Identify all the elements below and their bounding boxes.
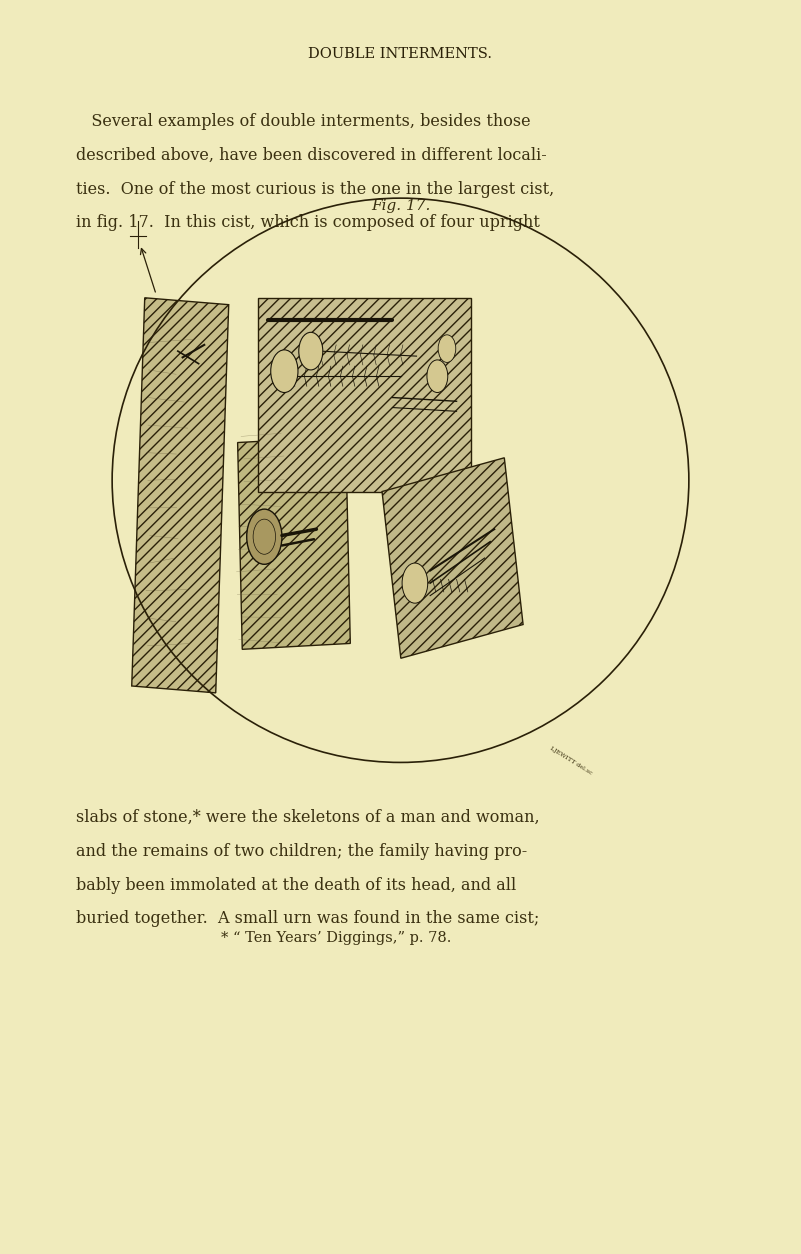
Text: slabs of stone,* were the skeletons of a man and woman,: slabs of stone,* were the skeletons of a…	[76, 809, 540, 826]
Circle shape	[271, 350, 298, 393]
Polygon shape	[238, 436, 350, 650]
Text: * “ Ten Years’ Diggings,” p. 78.: * “ Ten Years’ Diggings,” p. 78.	[221, 930, 452, 946]
Text: buried together.  A small urn was found in the same cist;: buried together. A small urn was found i…	[76, 910, 539, 928]
Text: Fig. 17.: Fig. 17.	[371, 198, 430, 213]
Circle shape	[438, 335, 456, 362]
Text: bably been immolated at the death of its head, and all: bably been immolated at the death of its…	[76, 877, 517, 894]
Text: described above, have been discovered in different locali-: described above, have been discovered in…	[76, 147, 547, 164]
Text: Several examples of double interments, besides those: Several examples of double interments, b…	[76, 113, 531, 130]
Circle shape	[402, 563, 428, 603]
Text: LJEWITT del.sc: LJEWITT del.sc	[549, 746, 593, 776]
Polygon shape	[258, 297, 471, 492]
Polygon shape	[382, 458, 523, 658]
Text: DOUBLE INTERMENTS.: DOUBLE INTERMENTS.	[308, 46, 493, 61]
Circle shape	[427, 360, 448, 393]
Text: in fig. 17.  In this cist, which is composed of four upright: in fig. 17. In this cist, which is compo…	[76, 214, 540, 232]
Polygon shape	[131, 297, 229, 693]
Text: ties.  One of the most curious is the one in the largest cist,: ties. One of the most curious is the one…	[76, 181, 554, 198]
Text: and the remains of two children; the family having pro-: and the remains of two children; the fam…	[76, 843, 527, 860]
Circle shape	[299, 332, 323, 370]
Circle shape	[247, 509, 282, 564]
